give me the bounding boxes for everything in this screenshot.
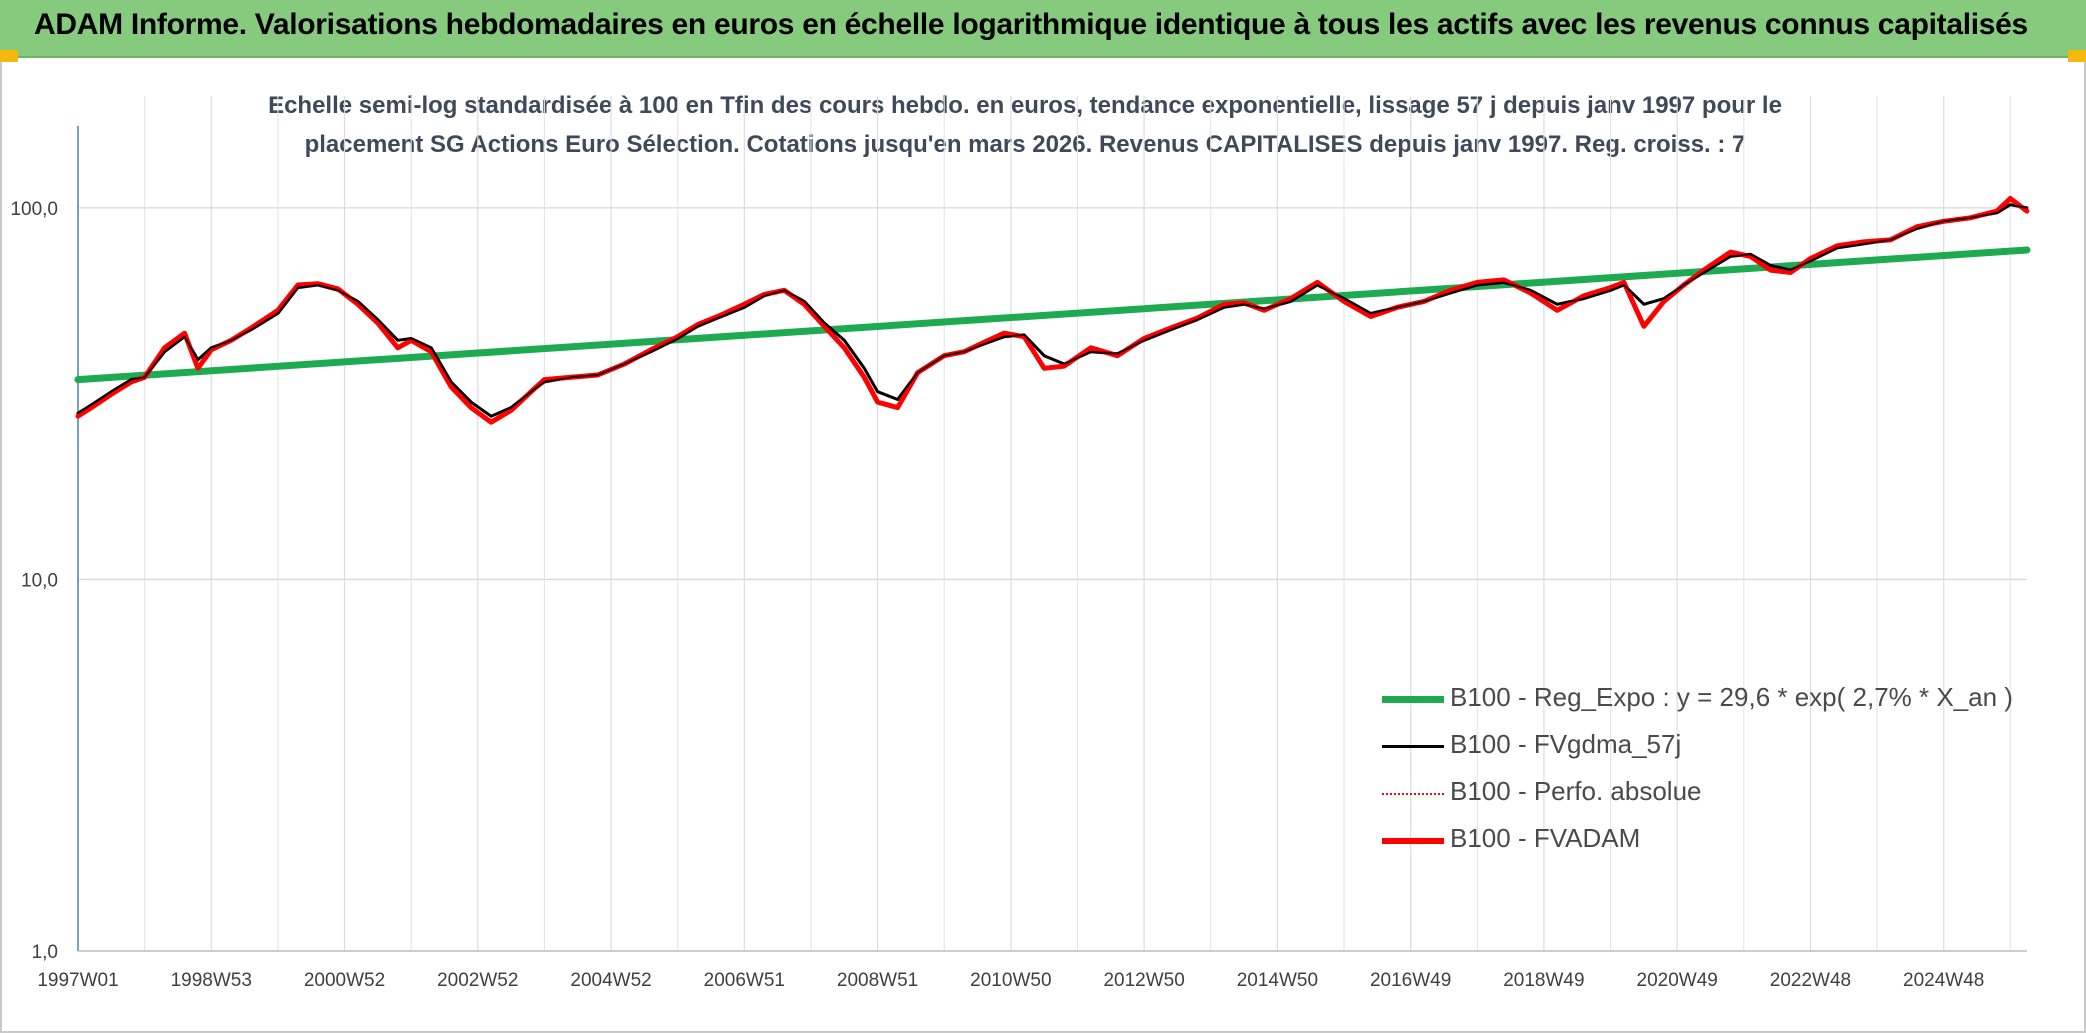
- chart-subtitle-line1: Echelle semi-log standardisée à 100 en T…: [268, 92, 1782, 119]
- legend-swatch-fvadam: [1382, 838, 1444, 844]
- legend-item-fvgdma[interactable]: B100 - FVgdma_57j: [1382, 727, 2042, 774]
- legend-swatch-reg-expo: [1382, 696, 1444, 703]
- legend-label-fvgdma: B100 - FVgdma_57j: [1450, 729, 1682, 759]
- corner-marker-left: [0, 50, 18, 62]
- y-tick-label-2: 100,0: [10, 199, 58, 220]
- series-line-1-overlay: [77, 203, 2028, 418]
- tick-label-layer: 1,0 10,0 100,0 1997W01 1998W53 2000W52 2002W52…: [10, 199, 1984, 991]
- legend-label-perfo-absolue: B100 - Perfo. absolue: [1450, 776, 1702, 806]
- x-tick-label-0: 1997W01: [37, 970, 118, 991]
- x-tick-label-1: 1998W53: [171, 970, 252, 991]
- legend-item-reg-expo[interactable]: B100 - Reg_Expo : y = 29,6 * exp( 2,7% *…: [1382, 680, 2042, 727]
- y-tick-label-0: 1,0: [32, 942, 58, 963]
- header-banner: ADAM Informe. Valorisations hebdomadaire…: [0, 0, 2086, 58]
- legend-label-reg-expo: B100 - Reg_Expo : y = 29,6 * exp( 2,7% *…: [1450, 682, 2013, 712]
- corner-marker-right: [2068, 50, 2086, 62]
- x-tick-label-6: 2008W51: [837, 970, 918, 991]
- series-line-1: [76, 203, 2029, 418]
- legend-swatch-fvgdma: [1382, 745, 1444, 748]
- chart-legend: B100 - Reg_Expo : y = 29,6 * exp( 2,7% *…: [1382, 680, 2042, 868]
- x-tick-label-4: 2004W52: [570, 970, 651, 991]
- x-tick-label-2: 2000W52: [304, 970, 385, 991]
- page-title: ADAM Informe. Valorisations hebdomadaire…: [34, 8, 2028, 41]
- axis-layer: [77, 126, 2027, 952]
- legend-item-perfo-absolue[interactable]: B100 - Perfo. absolue: [1382, 774, 2042, 821]
- x-tick-label-8: 2012W50: [1103, 970, 1184, 991]
- x-tick-label-10: 2016W49: [1370, 970, 1451, 991]
- x-tick-label-12: 2020W49: [1637, 970, 1718, 991]
- legend-item-fvadam[interactable]: B100 - FVADAM: [1382, 821, 2042, 868]
- series-layer: [74, 196, 2031, 425]
- x-tick-label-5: 2006W51: [704, 970, 785, 991]
- x-tick-label-13: 2022W48: [1770, 970, 1851, 991]
- x-tick-label-14: 2024W48: [1903, 970, 1984, 991]
- line-chart: 1,0 10,0 100,0 1997W01 1998W53 2000W52 2002W52…: [10, 96, 2031, 991]
- legend-label-fvadam: B100 - FVADAM: [1450, 823, 1641, 853]
- series-line-3: [75, 196, 2030, 425]
- x-tick-label-7: 2010W50: [970, 970, 1051, 991]
- x-tick-label-11: 2018W49: [1503, 970, 1584, 991]
- legend-swatch-perfo-absolue: [1382, 793, 1444, 795]
- x-tick-label-9: 2014W50: [1237, 970, 1318, 991]
- y-tick-label-1: 10,0: [21, 570, 58, 591]
- x-tick-label-3: 2002W52: [437, 970, 518, 991]
